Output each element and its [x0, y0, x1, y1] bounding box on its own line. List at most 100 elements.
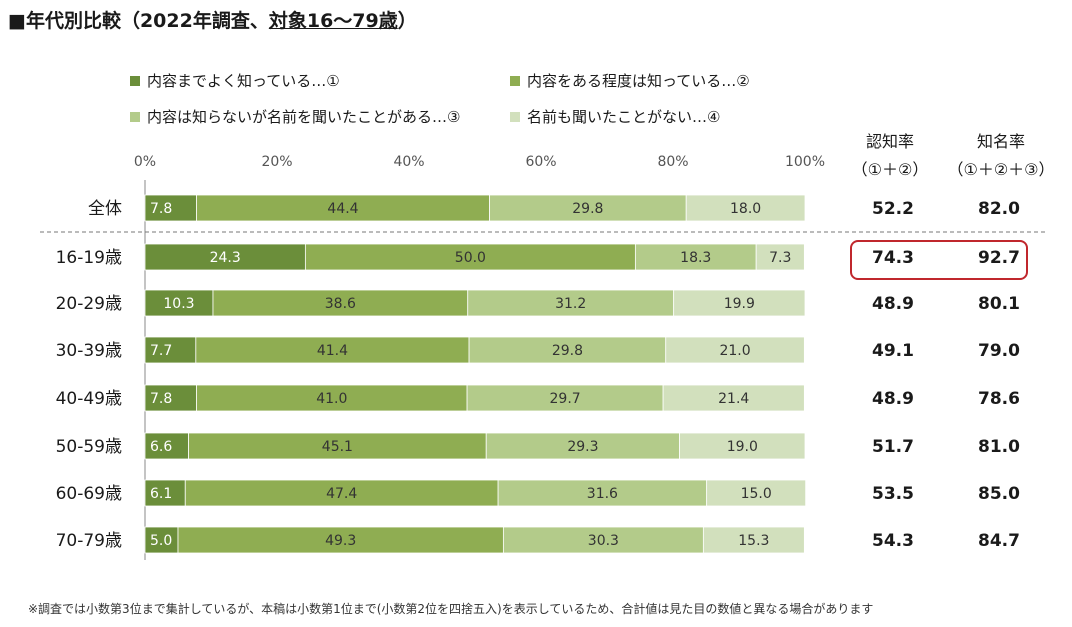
bar-segment: [665, 336, 805, 364]
awareness-value: 48.9: [872, 294, 914, 314]
awareness-value: 48.9: [872, 389, 914, 409]
footnote: ※調査では小数第3位まで集計しているが、本稿は小数第1位まで(小数第2位を四捨五…: [28, 602, 874, 616]
category-label: 60-69歳: [56, 484, 122, 504]
bar-segment: [196, 384, 468, 412]
awareness-header: 認知率 （①＋②）: [851, 132, 929, 179]
bar-segment: [755, 243, 805, 271]
bar-segment: [662, 384, 805, 412]
category-label: 70-79歳: [56, 531, 122, 551]
x-tick-label: 0%: [134, 154, 156, 170]
category-label: 20-29歳: [56, 294, 122, 314]
title-underlined: 対象16〜79歳: [268, 10, 398, 32]
legend-swatch-1: [130, 75, 140, 86]
bar-value-label: 7.3: [769, 250, 791, 266]
bar-value-label: 6.1: [150, 486, 172, 502]
bar-value-label: 10.3: [163, 296, 194, 312]
bar-value-label: 19.0: [727, 439, 758, 455]
category-label: 30-39歳: [56, 341, 122, 361]
bar-value-label: 19.9: [724, 296, 755, 312]
bar-segment: [679, 432, 806, 460]
awareness-value: 54.3: [872, 531, 914, 551]
chart-title: ■年代別比較（2022年調査、対象16〜79歳）: [8, 10, 417, 32]
name-recognition-header: 知名率 （①＋②＋③）: [947, 132, 1055, 179]
bar-value-label: 44.4: [327, 201, 358, 217]
bar-segment: [184, 479, 499, 507]
bar-segment: [144, 194, 197, 222]
legend-swatch-3: [130, 111, 140, 122]
bar-value-label: 41.0: [316, 391, 347, 407]
bar-segment: [467, 289, 675, 317]
bar-value-label: 18.0: [730, 201, 761, 217]
bar-segment: [466, 384, 664, 412]
bar-value-label: 7.8: [150, 391, 172, 407]
bar-segment: [702, 526, 805, 554]
bar-segment: [144, 336, 197, 364]
bar-segment: [468, 336, 667, 364]
bar-segment: [685, 194, 806, 222]
bar-value-label: 7.8: [150, 201, 172, 217]
x-tick-label: 80%: [657, 154, 688, 170]
name-recognition-value: 80.1: [978, 294, 1020, 314]
bar-segment: [485, 432, 681, 460]
legend-item-1: 内容までよく知っている…①: [130, 70, 340, 91]
bar-segment: [212, 289, 469, 317]
bar-value-label: 24.3: [210, 250, 241, 266]
bar-value-label: 45.1: [322, 439, 353, 455]
bar-segment: [144, 526, 179, 554]
bar-value-label: 38.6: [325, 296, 356, 312]
bar-value-label: 50.0: [455, 250, 486, 266]
bar-segment: [144, 432, 189, 460]
bar-segment: [502, 526, 704, 554]
bar-segment: [673, 289, 806, 317]
bar-value-label: 29.3: [567, 439, 598, 455]
awareness-value: 52.2: [872, 199, 914, 219]
bar-value-label: 49.3: [325, 533, 356, 549]
bar-segment: [497, 479, 708, 507]
highlight-box: [850, 240, 1028, 280]
bar-segment: [144, 289, 214, 317]
awareness-value: 53.5: [872, 484, 914, 504]
x-tick-label: 20%: [261, 154, 292, 170]
awareness-value: 74.3: [872, 248, 914, 268]
bar-segment: [188, 432, 487, 460]
bar-value-label: 29.8: [552, 343, 583, 359]
name-recognition-value: 82.0: [978, 199, 1020, 219]
category-label: 50-59歳: [56, 437, 122, 457]
awareness-value: 49.1: [872, 341, 914, 361]
legend-swatch-4: [510, 111, 520, 122]
name-recognition-value: 81.0: [978, 437, 1020, 457]
category-label: 40-49歳: [56, 389, 122, 409]
bar-segment: [144, 243, 306, 271]
name-recognition-value: 78.6: [978, 389, 1020, 409]
bar-value-label: 47.4: [326, 486, 357, 502]
name-recognition-value: 92.7: [978, 248, 1020, 268]
legend-item-2: 内容をある程度は知っている…②: [510, 70, 750, 91]
stacked-bar-chart: 0% 20% 40% 60% 80% 100% 全体 7.8 44.4 29.8 18.0 52.2 8…: [40, 154, 1046, 560]
bar-value-label: 30.3: [588, 533, 619, 549]
bar-value-label: 6.6: [150, 439, 172, 455]
bar-value-label: 15.3: [738, 533, 769, 549]
bar-segment: [489, 194, 687, 222]
bar-segment: [177, 526, 504, 554]
bar-value-label: 41.4: [317, 343, 348, 359]
legend-item-4: 名前も聞いたことがない…④: [510, 106, 720, 127]
bar-segment: [195, 336, 470, 364]
bar-segment: [706, 479, 807, 507]
name-recognition-value: 84.7: [978, 531, 1020, 551]
bar-value-label: 31.6: [587, 486, 618, 502]
x-tick-label: 60%: [525, 154, 556, 170]
category-label: 16-19歳: [56, 248, 122, 268]
x-tick-label: 40%: [393, 154, 424, 170]
awareness-value: 51.7: [872, 437, 914, 457]
legend-item-3: 内容は知らないが名前を聞いたことがある…③: [130, 106, 460, 127]
bar-value-label: 29.8: [572, 201, 603, 217]
bar-value-label: 15.0: [741, 486, 772, 502]
name-recognition-value: 79.0: [978, 341, 1020, 361]
bar-value-label: 31.2: [555, 296, 586, 312]
x-tick-label: 100%: [785, 154, 825, 170]
bar-value-label: 29.7: [550, 391, 581, 407]
bar-value-label: 21.4: [718, 391, 749, 407]
bar-segment: [144, 384, 197, 412]
bar-segment: [634, 243, 757, 271]
bar-value-label: 5.0: [150, 533, 172, 549]
